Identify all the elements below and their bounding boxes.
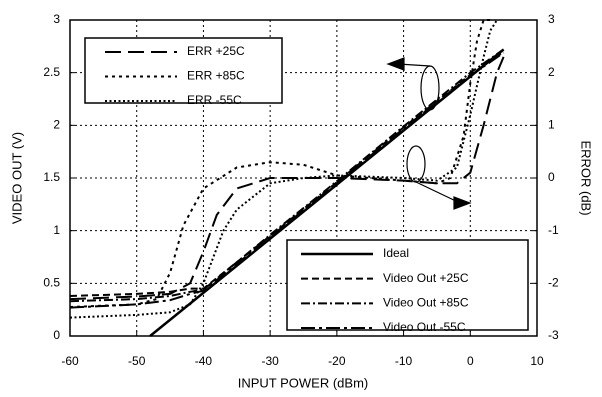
x-tick-label: 10 (530, 354, 544, 368)
y2-tick-label: 0 (548, 170, 555, 184)
x-tick-label: -40 (195, 354, 213, 368)
x-axis-title: INPUT POWER (dBm) (238, 375, 369, 390)
y-tick-label: 2 (53, 118, 60, 132)
y-tick-label: 1 (53, 223, 60, 237)
y2-tick-label: -3 (548, 328, 559, 342)
x-tick-label: -50 (128, 354, 146, 368)
legend-label: Video Out +25C (383, 271, 469, 285)
y2-tick-label: -1 (548, 223, 559, 237)
y-tick-label: 0.5 (43, 276, 60, 290)
legend-label: ERR +25C (187, 44, 245, 58)
x-tick-label: 0 (467, 354, 474, 368)
legend-label: ERR +85C (187, 69, 245, 83)
annotations (386, 57, 472, 210)
annotation-ellipse (406, 145, 426, 183)
legends: ERR +25C ERR +85C ERR -55C Ideal Video Out +… (84, 37, 529, 334)
series-line (69, 56, 505, 301)
x-tick-label: -30 (261, 354, 279, 368)
legend-label: ERR -55C (187, 93, 242, 107)
series-line (69, 48, 505, 303)
y2-tick-label: -2 (548, 276, 559, 290)
y-tick-label: 0 (53, 328, 60, 342)
annotation-arrow (415, 181, 461, 204)
legend-box (84, 37, 283, 104)
y-tick-label: 2.5 (43, 65, 60, 79)
y2-axis-title: ERROR (dB) (579, 140, 594, 215)
plot-frame (69, 19, 538, 337)
arrow-head (386, 57, 405, 71)
y2-tick-label: 1 (548, 118, 555, 132)
y2-tick-label: 2 (548, 65, 555, 79)
legend-label: Ideal (383, 246, 409, 260)
x-tick-label: -20 (328, 354, 346, 368)
y-tick-label: 1.5 (43, 170, 60, 184)
x-tick-label: -60 (61, 354, 79, 368)
y-axis-title: VIDEO OUT (V) (9, 132, 24, 224)
legend-label: Video Out -55C (383, 320, 466, 334)
y-tick-label: 3 (53, 12, 60, 26)
x-tick-label: -10 (395, 354, 413, 368)
y2-tick-label: 3 (548, 12, 555, 26)
legend-label: Video Out +85C (383, 296, 469, 310)
series-line (69, 19, 498, 319)
arrow-head (453, 196, 472, 210)
